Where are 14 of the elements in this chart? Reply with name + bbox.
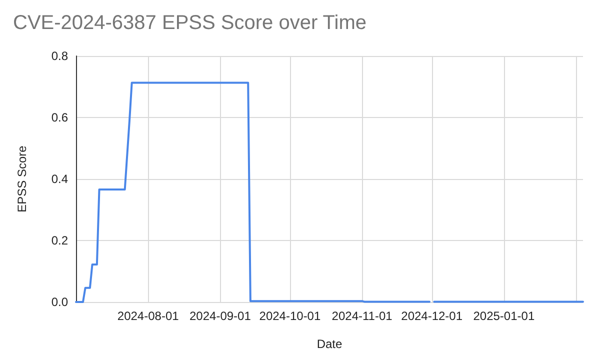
x-tick-label: 2024-11-01 — [332, 309, 393, 323]
y-axis-title: EPSS Score — [15, 145, 29, 212]
y-tick-label: 0.6 — [51, 110, 68, 124]
x-axis-title: Date — [316, 337, 342, 351]
y-tick-label: 0.0 — [51, 295, 68, 309]
chart-title: CVE-2024-6387 EPSS Score over Time — [13, 12, 367, 34]
x-tick-label: 2024-08-01 — [117, 309, 180, 323]
y-tick-label: 0.4 — [51, 172, 68, 186]
x-tick-label: 2024-09-01 — [189, 309, 252, 323]
x-tick-label: 2025-01-01 — [473, 309, 535, 323]
y-tick-label: 0.8 — [51, 49, 68, 63]
y-tick-label: 0.2 — [51, 234, 68, 248]
x-tick-label: 2024-12-01 — [401, 309, 463, 323]
x-tick-label: 2024-10-01 — [259, 309, 321, 323]
